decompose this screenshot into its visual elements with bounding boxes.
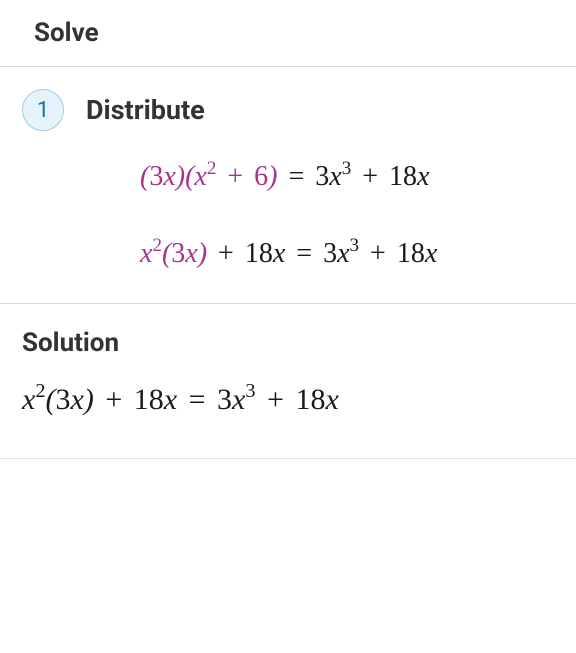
solve-heading: Solve	[0, 0, 576, 66]
solution-math-line: x2(3x) + 18x = 3x3 + 18x	[22, 380, 576, 418]
bottom-divider	[0, 458, 576, 476]
math-highlight-2: x2(3x)	[140, 238, 207, 269]
math-highlight-1: (3x)(x2 + 6)	[140, 161, 277, 192]
step-math-block: (3x)(x2 + 6) = 3x3 + 18x x2(3x) + 18x = …	[0, 131, 576, 303]
math-line-1: (3x)(x2 + 6) = 3x3 + 18x	[140, 159, 576, 194]
math-line-2: x2(3x) + 18x = 3x3 + 18x	[140, 236, 576, 271]
math-rest-1: = 3x3 + 18x	[277, 161, 429, 192]
step-title: Distribute	[86, 94, 205, 126]
math-rest-2: + 18x = 3x3 + 18x	[207, 238, 437, 269]
step-header: 1 Distribute	[0, 67, 576, 131]
solution-heading: Solution	[0, 304, 576, 376]
solution-math-block: x2(3x) + 18x = 3x3 + 18x	[0, 376, 576, 458]
step-number-badge: 1	[22, 89, 64, 131]
